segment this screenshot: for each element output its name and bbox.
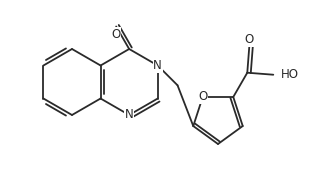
Text: HO: HO bbox=[281, 68, 299, 81]
Text: N: N bbox=[153, 59, 162, 72]
Text: O: O bbox=[198, 90, 208, 103]
Text: O: O bbox=[245, 33, 254, 46]
Text: O: O bbox=[112, 28, 121, 41]
Text: N: N bbox=[125, 109, 133, 122]
